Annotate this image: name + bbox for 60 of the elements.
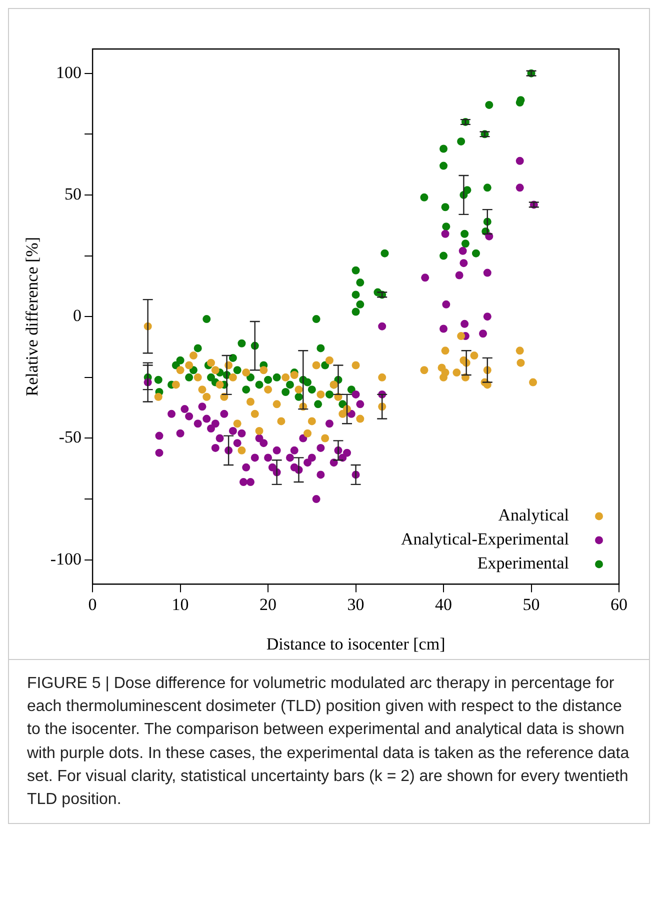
point: [470, 352, 478, 360]
point: [294, 386, 303, 394]
x-tick-label: 60: [610, 594, 628, 614]
x-tick-label: 30: [347, 594, 364, 614]
point: [172, 380, 180, 389]
y-tick-label: -100: [50, 549, 82, 568]
point: [325, 356, 334, 364]
point: [452, 368, 461, 377]
point: [352, 361, 360, 370]
point: [516, 346, 524, 355]
caption: FIGURE 5 | Dose difference for volumetric modulated arc therapy in percentage for each thermoluminescent dosimeter (TLD) position given with respect to the distance to the isocenter. The comparison between experimental and analytical data is shown with purple dots. In these cases, the experimental data is taken as the reference data set. For visual clarity, statistical uncertainty bars (k = 2) are shown for every twentieth TLD position.: [27, 674, 630, 810]
point: [198, 386, 206, 394]
y-tick-label: 100: [56, 62, 82, 82]
legend-label: Analytical: [498, 506, 570, 525]
point: [441, 368, 450, 377]
x-tick-label: 50: [522, 594, 540, 614]
point: [228, 373, 237, 382]
point: [238, 446, 246, 454]
point: [211, 366, 220, 374]
legend-label: Analytical-Experimental: [400, 530, 570, 549]
point: [216, 380, 224, 389]
y-axis-title: Relative difference [%]: [22, 236, 42, 396]
x-tick-label: 40: [435, 594, 452, 614]
x-tick-label: 0: [88, 594, 97, 614]
point: [277, 417, 286, 426]
point: [316, 390, 325, 398]
y-tick-label: -50: [58, 428, 82, 447]
point: [516, 358, 525, 367]
point: [272, 400, 281, 408]
point: [308, 417, 316, 426]
x-tick-label: 10: [172, 594, 189, 614]
point: [321, 434, 330, 442]
point: [441, 346, 450, 355]
point: [457, 332, 466, 340]
point: [529, 378, 538, 386]
point: [202, 392, 211, 401]
point: [312, 361, 320, 370]
x-axis-title: Distance to isocenter [cm]: [266, 634, 446, 654]
point: [207, 358, 216, 367]
point: [233, 420, 242, 428]
point: [154, 392, 162, 401]
point: [260, 366, 268, 374]
point: [176, 366, 184, 374]
point: [356, 414, 364, 423]
point: [185, 361, 194, 370]
point: [255, 426, 264, 435]
point: [194, 373, 202, 382]
point: [264, 386, 272, 394]
point: [420, 366, 428, 374]
x-tick-label: 20: [260, 594, 277, 614]
legend-label: Experimental: [477, 554, 570, 573]
point: [246, 398, 254, 406]
point: [242, 368, 250, 377]
point: [378, 373, 386, 382]
y-tick-label: 50: [64, 184, 82, 204]
point: [189, 352, 198, 360]
y-tick-label: 0: [73, 306, 82, 326]
point: [282, 373, 290, 382]
point: [250, 410, 259, 418]
point: [304, 429, 312, 438]
